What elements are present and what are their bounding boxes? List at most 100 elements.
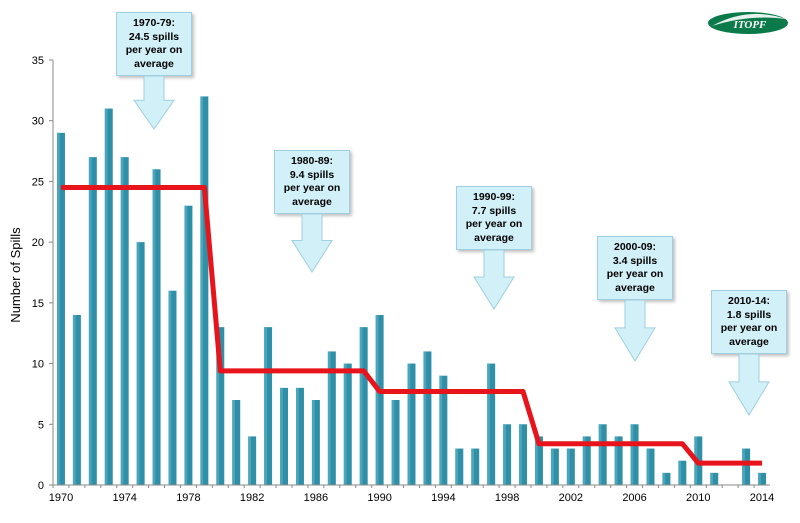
x-tick-label: 1982: [240, 492, 264, 504]
bar-highlight: [88, 157, 92, 485]
bar-1995: [455, 448, 464, 485]
bar-1985: [295, 387, 304, 485]
callout-text-period: 1970-79:: [132, 17, 176, 29]
bar-highlight: [407, 363, 411, 485]
bar-2007: [646, 448, 655, 485]
bar-1987: [327, 351, 336, 485]
callout-text-line2: per year on: [125, 44, 183, 56]
callout-box: 2000-09: 3.4 spills per year on average: [597, 236, 673, 300]
bar-1992: [407, 363, 416, 485]
bar-1975: [136, 242, 145, 485]
bar-2001: [550, 448, 559, 485]
callout-text-line3: average: [729, 335, 769, 348]
bar-highlight: [742, 448, 745, 485]
bar-highlight: [646, 448, 650, 485]
x-tick-label: 2002: [559, 492, 583, 504]
bar-highlight: [136, 242, 140, 485]
bar-highlight: [216, 327, 220, 485]
bar-highlight: [184, 205, 188, 485]
bar-highlight: [200, 96, 204, 485]
callout-text-line2: per year on: [720, 322, 778, 334]
y-tick-label: 35: [32, 55, 44, 67]
x-tick-label: 2006: [622, 492, 646, 504]
bar-highlight: [295, 387, 299, 485]
bar-1978: [184, 205, 193, 485]
bar-highlight: [359, 327, 363, 485]
x-tick-label: 1974: [112, 492, 136, 504]
bar-highlight: [391, 400, 395, 485]
callout-text-line1: 9.4 spills: [289, 168, 335, 181]
bar-1990: [375, 315, 384, 485]
callout-box: 1980-89: 9.4 spills per year on average: [274, 150, 350, 214]
bar-highlight: [152, 169, 156, 486]
bar-2005: [614, 436, 623, 485]
callout-text-line2: per year on: [283, 182, 341, 194]
bar-highlight: [168, 290, 172, 485]
bar-highlight: [630, 424, 634, 485]
x-tick-label: 1998: [495, 492, 519, 504]
callout-box: 1970-79: 24.5 spills per year on average: [116, 12, 192, 76]
y-axis-label: Number of Spills: [8, 227, 23, 323]
bar-highlight: [534, 436, 538, 485]
down-arrow-icon: [133, 76, 175, 130]
y-tick-label: 25: [32, 176, 44, 188]
bar-2008: [662, 472, 671, 485]
bar-highlight: [56, 132, 60, 485]
bar-2000: [534, 436, 543, 485]
callout-text-period: 1980-89:: [290, 155, 334, 167]
callout-text-line3: average: [615, 281, 655, 294]
callout-1980-89: 1980-89: 9.4 spills per year on average: [274, 150, 350, 273]
bar-highlight: [375, 315, 379, 485]
bar-1971: [72, 315, 81, 485]
bar-highlight: [550, 448, 554, 485]
itopf-logo: ITOPF: [706, 10, 790, 36]
callout-box: 2010-14: 1.8 spills per year on average: [711, 290, 787, 354]
bar-1983: [264, 327, 273, 485]
x-tick-label: 1970: [49, 492, 73, 504]
bar-highlight: [264, 327, 267, 485]
bar-1984: [280, 387, 289, 485]
down-arrow-icon: [614, 300, 656, 362]
bar-highlight: [503, 424, 506, 485]
callout-text-line3: average: [292, 195, 332, 208]
bar-highlight: [423, 351, 427, 485]
bar-highlight: [311, 400, 315, 485]
x-tick-label: 1986: [304, 492, 328, 504]
y-tick-label: 0: [38, 480, 44, 492]
bar-highlight: [248, 436, 251, 485]
y-tick-label: 5: [38, 419, 44, 431]
logo-text: ITOPF: [733, 19, 767, 31]
down-arrow-icon: [291, 214, 333, 273]
bar-1977: [168, 290, 177, 485]
bar-1970: [56, 132, 65, 485]
x-tick-label: 1978: [176, 492, 200, 504]
bar-highlight: [327, 351, 331, 485]
bar-2006: [630, 424, 639, 485]
y-tick-label: 20: [32, 237, 44, 249]
callout-text-line1: 24.5 spills: [128, 30, 180, 43]
bar-highlight: [662, 472, 666, 485]
bar-1986: [311, 400, 320, 485]
x-tick-label: 2014: [750, 492, 774, 504]
bar-2002: [566, 448, 575, 485]
bar-1998: [503, 424, 512, 485]
bar-1999: [519, 424, 528, 485]
callout-box: 1990-99: 7.7 spills per year on average: [456, 186, 532, 250]
bar-highlight: [471, 448, 475, 485]
bar-1976: [152, 169, 161, 486]
bar-highlight: [104, 108, 108, 486]
bar-1988: [343, 363, 352, 485]
down-arrow-icon: [473, 250, 515, 310]
callout-text-period: 1990-99:: [472, 191, 516, 203]
y-tick-label: 15: [32, 298, 44, 310]
bar-highlight: [343, 363, 347, 485]
bar-2013: [742, 448, 751, 485]
callout-1990-99: 1990-99: 7.7 spills per year on average: [456, 186, 532, 310]
bar-1980: [216, 327, 225, 485]
bar-1997: [487, 363, 496, 485]
bar-1994: [439, 375, 448, 485]
bar-highlight: [710, 472, 714, 485]
average-line: [60, 185, 763, 466]
callout-1970-79: 1970-79: 24.5 spills per year on average: [116, 12, 192, 130]
